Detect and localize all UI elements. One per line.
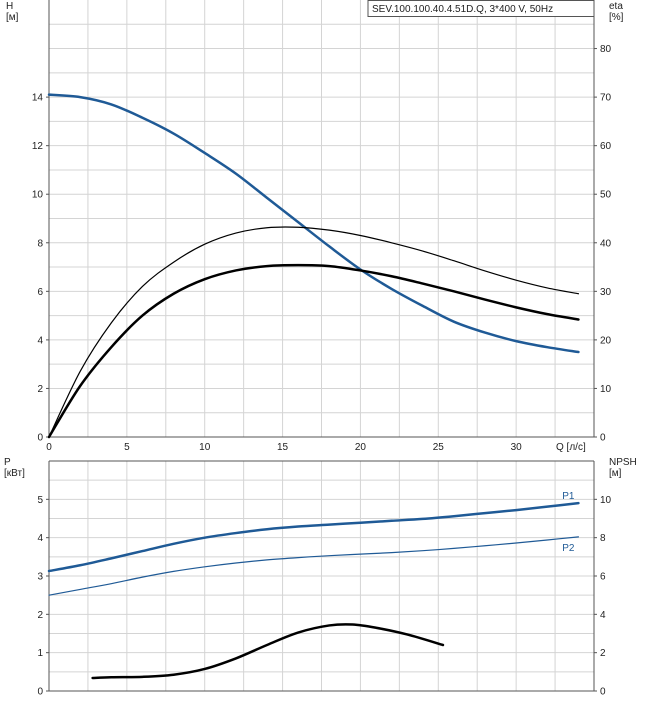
y-tick-label: 14 — [32, 93, 44, 104]
y2-tick-label: 4 — [600, 610, 606, 621]
y2-tick-label: 10 — [600, 495, 612, 506]
x-tick-label: 10 — [199, 442, 211, 453]
series-label-p2: P2 — [562, 543, 575, 554]
y-tick-label: 0 — [37, 687, 43, 698]
y-tick-label: 2 — [37, 610, 43, 621]
y2-tick-label: 10 — [600, 384, 612, 395]
y-tick-label: 12 — [32, 141, 44, 152]
chart-title-box — [367, 0, 595, 17]
series-line — [91, 623, 445, 680]
y2-axis-label: NPSH — [609, 457, 637, 468]
y-axis-label: [м] — [6, 12, 19, 23]
y-tick-label: 0 — [37, 433, 43, 444]
y2-tick-label: 0 — [600, 433, 606, 444]
y-tick-label: 4 — [37, 533, 43, 544]
y2-tick-label: 8 — [600, 533, 606, 544]
y2-tick-label: 60 — [600, 141, 612, 152]
y2-axis-label: eta — [609, 1, 623, 12]
series-line — [47, 93, 580, 354]
y2-axis-label: [%] — [609, 12, 624, 23]
y-tick-label: 10 — [32, 190, 44, 201]
y2-tick-label: 2 — [600, 648, 606, 659]
x-axis-label: Q [л/с] — [556, 442, 586, 453]
y2-tick-label: 40 — [600, 238, 612, 249]
y2-tick-label: 70 — [600, 93, 612, 104]
x-tick-label: 25 — [433, 442, 445, 453]
x-tick-label: 30 — [511, 442, 523, 453]
y2-tick-label: 0 — [600, 687, 606, 698]
y-tick-label: 3 — [37, 572, 43, 583]
y-axis-label: [кВт] — [4, 468, 25, 479]
series-line-p1 — [47, 501, 580, 573]
y2-tick-label: 50 — [600, 190, 612, 201]
y2-tick-label: 20 — [600, 335, 612, 346]
y-tick-label: 2 — [37, 384, 43, 395]
y-tick-label: 1 — [37, 648, 43, 659]
x-tick-label: 20 — [355, 442, 367, 453]
x-tick-label: 15 — [277, 442, 289, 453]
y-axis-label: P — [4, 457, 11, 468]
y-axis-label: H — [6, 1, 13, 12]
series-line-p2 — [48, 536, 580, 596]
y2-axis-label: [м] — [609, 468, 622, 479]
y-tick-label: 8 — [37, 238, 43, 249]
y2-tick-label: 30 — [600, 287, 612, 298]
y2-tick-label: 6 — [600, 572, 606, 583]
series-line — [47, 263, 580, 439]
y2-tick-label: 80 — [600, 44, 612, 55]
y-tick-label: 6 — [37, 287, 43, 298]
series-line — [48, 226, 580, 438]
series-label-p1: P1 — [562, 491, 575, 502]
x-tick-label: 5 — [124, 442, 130, 453]
chart-title: SEV.100.100.40.4.51D.Q, 3*400 V, 50Hz — [372, 4, 553, 15]
y-tick-label: 5 — [37, 495, 43, 506]
y-tick-label: 4 — [37, 335, 43, 346]
x-tick-label: 0 — [46, 442, 52, 453]
